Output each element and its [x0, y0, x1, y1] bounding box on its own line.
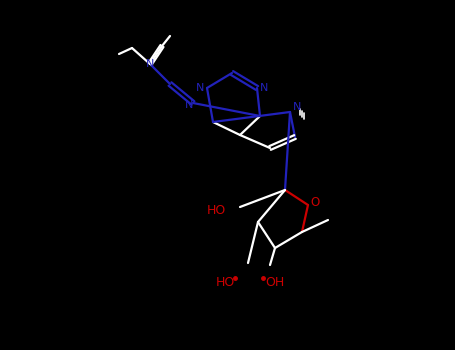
- Text: N: N: [185, 100, 193, 110]
- Text: O: O: [310, 196, 319, 209]
- Text: HO: HO: [207, 203, 226, 217]
- Text: N: N: [293, 102, 301, 112]
- Text: N: N: [260, 83, 268, 93]
- Text: N: N: [146, 59, 154, 69]
- Text: N: N: [196, 83, 204, 93]
- Text: HO: HO: [215, 276, 235, 289]
- Text: OH: OH: [265, 276, 285, 289]
